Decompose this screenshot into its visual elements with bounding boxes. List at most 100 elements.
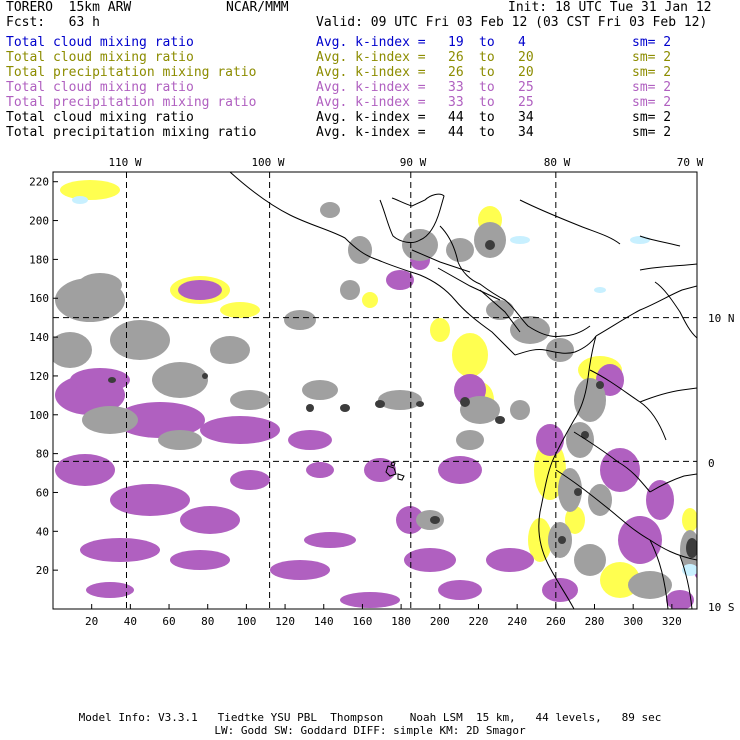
legend-avg: Avg. k-index = xyxy=(316,125,426,140)
dark-core xyxy=(306,404,314,412)
x-tick-label: 300 xyxy=(623,615,643,628)
gray-cell xyxy=(460,396,500,424)
gray-cell xyxy=(284,310,316,330)
legend-smoothing: sm= 2 xyxy=(632,50,672,65)
legend-smoothing: sm= 2 xyxy=(632,80,672,95)
gray-cell xyxy=(82,406,138,434)
purple-cell xyxy=(55,454,115,486)
cloud-shading-dark xyxy=(108,240,697,558)
legend-to-word: to xyxy=(479,65,495,80)
dark-core xyxy=(416,401,424,407)
yellow-cell xyxy=(430,318,450,342)
x-tick-label: 260 xyxy=(546,615,566,628)
gray-cell xyxy=(378,390,422,410)
legend-field: Total cloud mixing ratio xyxy=(6,110,194,125)
legend-avg: Avg. k-index = xyxy=(316,50,426,65)
init-time: Init: 18 UTC Tue 31 Jan 12 xyxy=(508,0,712,15)
legend-to: 20 xyxy=(518,65,534,80)
purple-cell xyxy=(110,484,190,516)
dark-core xyxy=(574,488,582,496)
legend-to: 4 xyxy=(518,35,526,50)
dark-core xyxy=(485,240,495,250)
dark-core xyxy=(340,404,350,412)
y-tick-label: 220 xyxy=(29,176,49,189)
model-name: TORERO 15km ARW xyxy=(6,0,132,15)
legend-from: 44 xyxy=(448,110,464,125)
dark-core xyxy=(558,536,566,544)
legend-from: 26 xyxy=(448,65,464,80)
yellow-cell xyxy=(60,180,120,200)
y-tick-label: 80 xyxy=(36,448,49,461)
latitude-label: 10 N xyxy=(708,312,735,325)
longitude-label: 90 W xyxy=(400,156,427,169)
legend-smoothing: sm= 2 xyxy=(632,65,672,80)
purple-cell xyxy=(404,548,456,572)
legend-smoothing: sm= 2 xyxy=(632,95,672,110)
x-tick-label: 40 xyxy=(124,615,137,628)
x-tick-label: 240 xyxy=(507,615,527,628)
legend-from: 44 xyxy=(448,125,464,140)
legend-avg: Avg. k-index = xyxy=(316,95,426,110)
x-tick-label: 100 xyxy=(236,615,256,628)
purple-cell xyxy=(86,582,134,598)
purple-cell xyxy=(304,532,356,548)
legend-to-word: to xyxy=(479,110,495,125)
legend-to: 25 xyxy=(518,95,534,110)
lat-lon-grid xyxy=(53,172,697,609)
gray-cell xyxy=(574,378,606,422)
purple-cell xyxy=(80,538,160,562)
legend-avg: Avg. k-index = xyxy=(316,80,426,95)
dark-core xyxy=(686,538,697,558)
gray-cell xyxy=(78,273,122,297)
gray-cell xyxy=(348,236,372,264)
legend-to: 34 xyxy=(518,125,534,140)
purple-cell xyxy=(178,280,222,300)
legend-to: 25 xyxy=(518,80,534,95)
x-tick-label: 220 xyxy=(469,615,489,628)
gray-cell xyxy=(402,229,438,261)
legend-to: 20 xyxy=(518,50,534,65)
purple-cell xyxy=(306,462,334,478)
gray-cell xyxy=(486,300,514,320)
yellow-cell xyxy=(565,506,585,534)
legend-field: Total precipitation mixing ratio xyxy=(6,125,257,140)
gray-cell xyxy=(302,380,338,400)
legend-to-word: to xyxy=(479,95,495,110)
dark-core xyxy=(430,516,440,524)
y-tick-label: 40 xyxy=(36,525,49,538)
purple-cell xyxy=(115,402,205,438)
y-tick-label: 100 xyxy=(29,409,49,422)
dark-core xyxy=(581,431,589,439)
coastlines xyxy=(229,172,697,609)
x-tick-label: 80 xyxy=(201,615,214,628)
gray-cell xyxy=(320,202,340,218)
dark-core xyxy=(460,397,470,407)
gray-cell xyxy=(210,336,250,364)
purple-cell xyxy=(396,506,424,534)
longitude-label: 110 W xyxy=(108,156,141,169)
y-tick-label: 20 xyxy=(36,564,49,577)
dark-core xyxy=(202,373,208,379)
legend-from: 33 xyxy=(448,95,464,110)
purple-cell xyxy=(386,270,414,290)
gray-cell xyxy=(588,484,612,516)
dark-core xyxy=(108,377,116,383)
gray-cell xyxy=(110,320,170,360)
dark-core xyxy=(596,381,604,389)
legend-field: Total cloud mixing ratio xyxy=(6,35,194,50)
y-tick-label: 160 xyxy=(29,292,49,305)
cloud-shading-purple xyxy=(55,250,697,609)
y-tick-label: 180 xyxy=(29,253,49,266)
blue-cell xyxy=(594,287,606,293)
legend-to-word: to xyxy=(479,50,495,65)
longitude-label: 80 W xyxy=(544,156,571,169)
y-tick-label: 60 xyxy=(36,486,49,499)
purple-cell xyxy=(364,458,396,482)
axis-labels: 20 40 60 80 100 120 140 160 180 200 220 240 260 280 30… xyxy=(29,156,734,628)
gray-cell xyxy=(510,400,530,420)
legend-smoothing: sm= 2 xyxy=(632,110,672,125)
gray-cell xyxy=(566,422,594,458)
model-info-line2: LW: Godd SW: Goddard DIFF: simple KM: 2D… xyxy=(214,724,526,737)
center-name: NCAR/MMM xyxy=(226,0,289,15)
legend-field: Total cloud mixing ratio xyxy=(6,50,194,65)
